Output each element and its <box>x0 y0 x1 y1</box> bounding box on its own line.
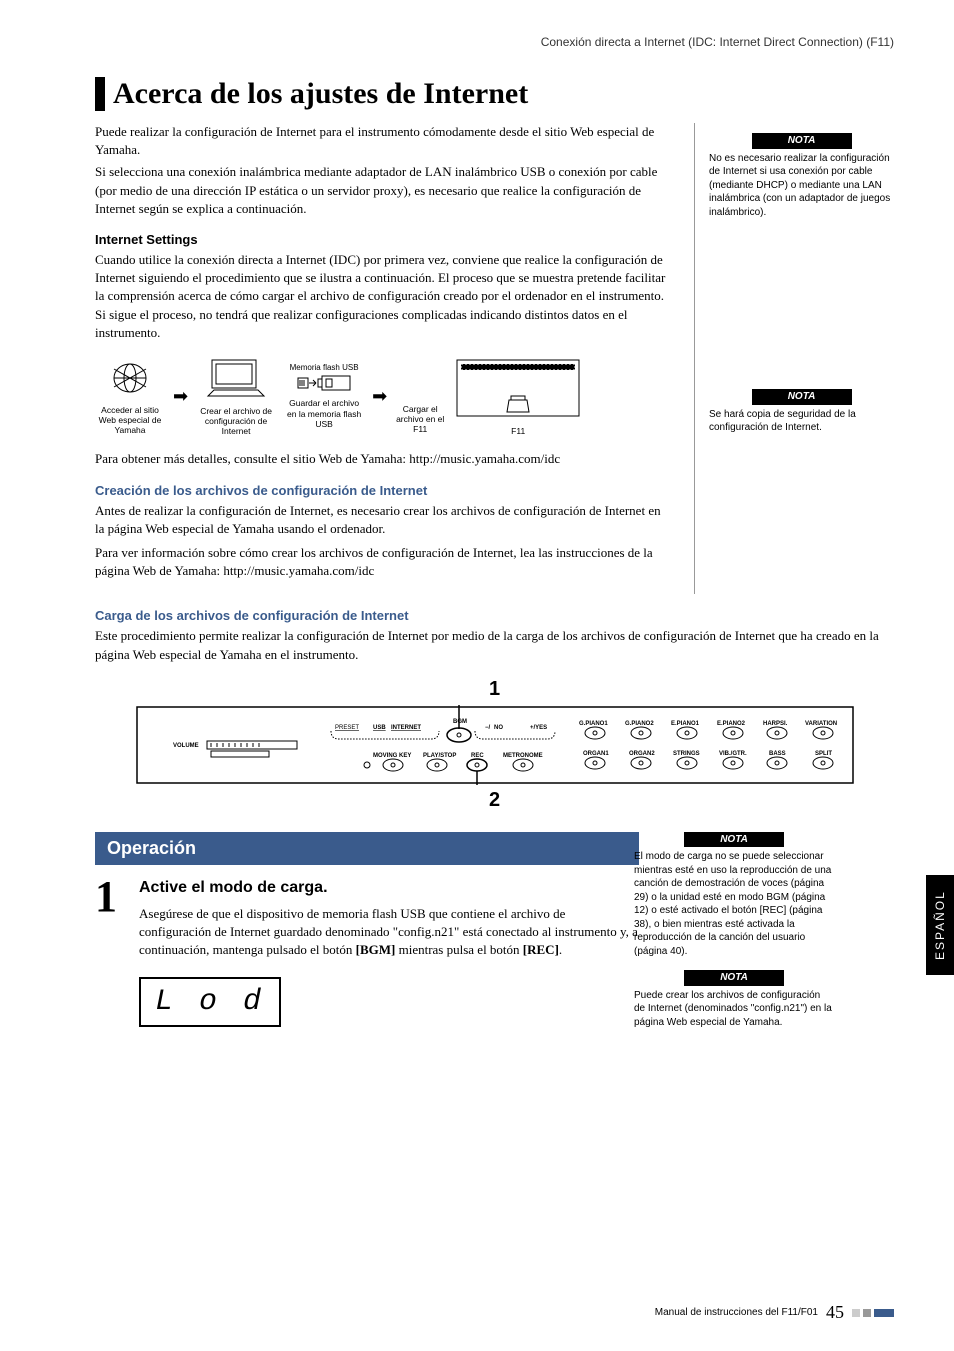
bgm-button-ref: [BGM] <box>356 942 396 957</box>
heading-carga: Carga de los archivos de configuración d… <box>95 608 894 623</box>
page-header: Conexión directa a Internet (IDC: Intern… <box>95 35 894 49</box>
panel-diagram: 1 VOLUME PRESET USB INTERNET BGM −/NO +/… <box>95 678 894 812</box>
notes-column-lower: NOTA El modo de carga no se puede selecc… <box>634 832 834 1040</box>
intro-p1: Puede realizar la configuración de Inter… <box>95 123 672 159</box>
note-4: NOTA Puede crear los archivos de configu… <box>634 970 834 1029</box>
arrow-icon: ➡ <box>372 386 387 407</box>
usb-top-label: Memoria flash USB <box>284 363 364 372</box>
step-body: Asegúrese de que el dispositivo de memor… <box>139 905 639 960</box>
svg-text:ORGAN1: ORGAN1 <box>583 751 609 757</box>
title-row: Acerca de los ajustes de Internet <box>95 77 894 111</box>
intro-p2: Si selecciona una conexión inalámbrica m… <box>95 163 672 218</box>
note-3: NOTA El modo de carga no se puede selecc… <box>634 832 834 959</box>
operation-heading: Operación <box>95 832 639 865</box>
creacion-p2: Para ver información sobre cómo crear lo… <box>95 544 672 580</box>
svg-text:STRINGS: STRINGS <box>673 751 700 757</box>
step-text-c: . <box>559 942 562 957</box>
step-text-b: mientras pulsa el botón <box>395 942 522 957</box>
footer-text: Manual de instrucciones del F11/F01 <box>655 1307 818 1318</box>
diagram-cap1: Acceder al sitio Web especial de Yamaha <box>95 405 165 436</box>
step-number: 1 <box>95 879 125 1028</box>
creacion-p1: Antes de realizar la configuración de In… <box>95 502 672 538</box>
svg-text:G.PIANO2: G.PIANO2 <box>625 721 654 727</box>
computer-icon <box>206 356 266 400</box>
svg-text:MOVING KEY: MOVING KEY <box>373 753 411 759</box>
title-bar-decoration <box>95 77 105 111</box>
panel-label-2: 2 <box>95 789 894 812</box>
svg-text:E.PIANO2: E.PIANO2 <box>717 721 746 727</box>
svg-text:PRESET: PRESET <box>335 725 359 731</box>
diagram-cap4: Cargar el archivo en el F11 <box>395 404 445 435</box>
svg-text:VARIATION: VARIATION <box>805 721 837 727</box>
notes-column-upper: NOTA No es necesario realizar la configu… <box>694 123 894 594</box>
square-icon <box>852 1309 860 1317</box>
note-head: NOTA <box>752 389 852 405</box>
piano-icon <box>453 356 583 420</box>
svg-text:SPLIT: SPLIT <box>815 751 832 757</box>
diagram-cap2: Crear el archivo de configuración de Int… <box>196 406 276 437</box>
panel-label-1: 1 <box>95 678 894 701</box>
flow-diagram: Acceder al sitio Web especial de Yamaha … <box>95 356 672 437</box>
svg-text:VOLUME: VOLUME <box>173 743 199 749</box>
note-head: NOTA <box>684 970 784 986</box>
svg-text:METRONOME: METRONOME <box>503 753 543 759</box>
diagram-cap3: Guardar el archivo en la memoria flash U… <box>284 398 364 429</box>
step-1: 1 Active el modo de carga. Asegúrese de … <box>95 879 639 1028</box>
svg-text:USB: USB <box>373 725 386 731</box>
note-body: Se hará copia de seguridad de la configu… <box>709 408 894 435</box>
svg-text:ORGAN2: ORGAN2 <box>629 751 655 757</box>
svg-text:−/: −/ <box>485 725 491 731</box>
heading-creacion: Creación de los archivos de configuració… <box>95 483 672 498</box>
url-block: Para obtener más detalles, consulte el s… <box>95 450 672 468</box>
language-tab: ESPAÑOL <box>926 875 954 975</box>
diagram-cap5: F11 <box>453 426 583 436</box>
rec-button-ref: [REC] <box>523 942 559 957</box>
svg-text:E.PIANO1: E.PIANO1 <box>671 721 700 727</box>
carga-body: Este procedimiento permite realizar la c… <box>95 627 894 663</box>
page-number: 45 <box>826 1302 844 1323</box>
square-icon <box>863 1309 871 1317</box>
footer-decoration <box>852 1309 894 1317</box>
svg-text:HARPSI.: HARPSI. <box>763 721 788 727</box>
page-title: Acerca de los ajustes de Internet <box>113 77 528 111</box>
heading-internet-settings: Internet Settings <box>95 232 672 247</box>
svg-text:+/YES: +/YES <box>530 725 547 731</box>
control-panel-svg: VOLUME PRESET USB INTERNET BGM −/NO +/YE… <box>135 705 855 785</box>
note-1: NOTA No es necesario realizar la configu… <box>709 133 894 219</box>
svg-text:G.PIANO1: G.PIANO1 <box>579 721 608 727</box>
arrow-icon: ➡ <box>173 386 188 407</box>
svg-text:VIB./GTR.: VIB./GTR. <box>719 751 747 757</box>
svg-text:PLAY/STOP: PLAY/STOP <box>423 753 456 759</box>
note-2: NOTA Se hará copia de seguridad de la co… <box>709 389 894 435</box>
note-head: NOTA <box>752 133 852 149</box>
display-readout: L o d <box>139 977 281 1027</box>
globe-icon <box>106 357 154 399</box>
usb-flash-icon <box>294 374 354 392</box>
svg-text:INTERNET: INTERNET <box>391 725 421 731</box>
svg-text:REC: REC <box>471 753 484 759</box>
svg-text:BGM: BGM <box>453 719 467 725</box>
svg-text:BASS: BASS <box>769 751 786 757</box>
note-body: No es necesario realizar la configuració… <box>709 152 894 220</box>
page-footer: Manual de instrucciones del F11/F01 45 <box>655 1302 894 1323</box>
internet-settings-body: Cuando utilice la conexión directa a Int… <box>95 251 672 342</box>
note-body: El modo de carga no se puede seleccionar… <box>634 850 834 958</box>
main-column: Puede realizar la configuración de Inter… <box>95 123 672 594</box>
note-head: NOTA <box>684 832 784 848</box>
step-title: Active el modo de carga. <box>139 879 639 897</box>
square-icon <box>874 1309 894 1317</box>
svg-text:NO: NO <box>494 725 503 731</box>
note-body: Puede crear los archivos de configuració… <box>634 989 834 1030</box>
